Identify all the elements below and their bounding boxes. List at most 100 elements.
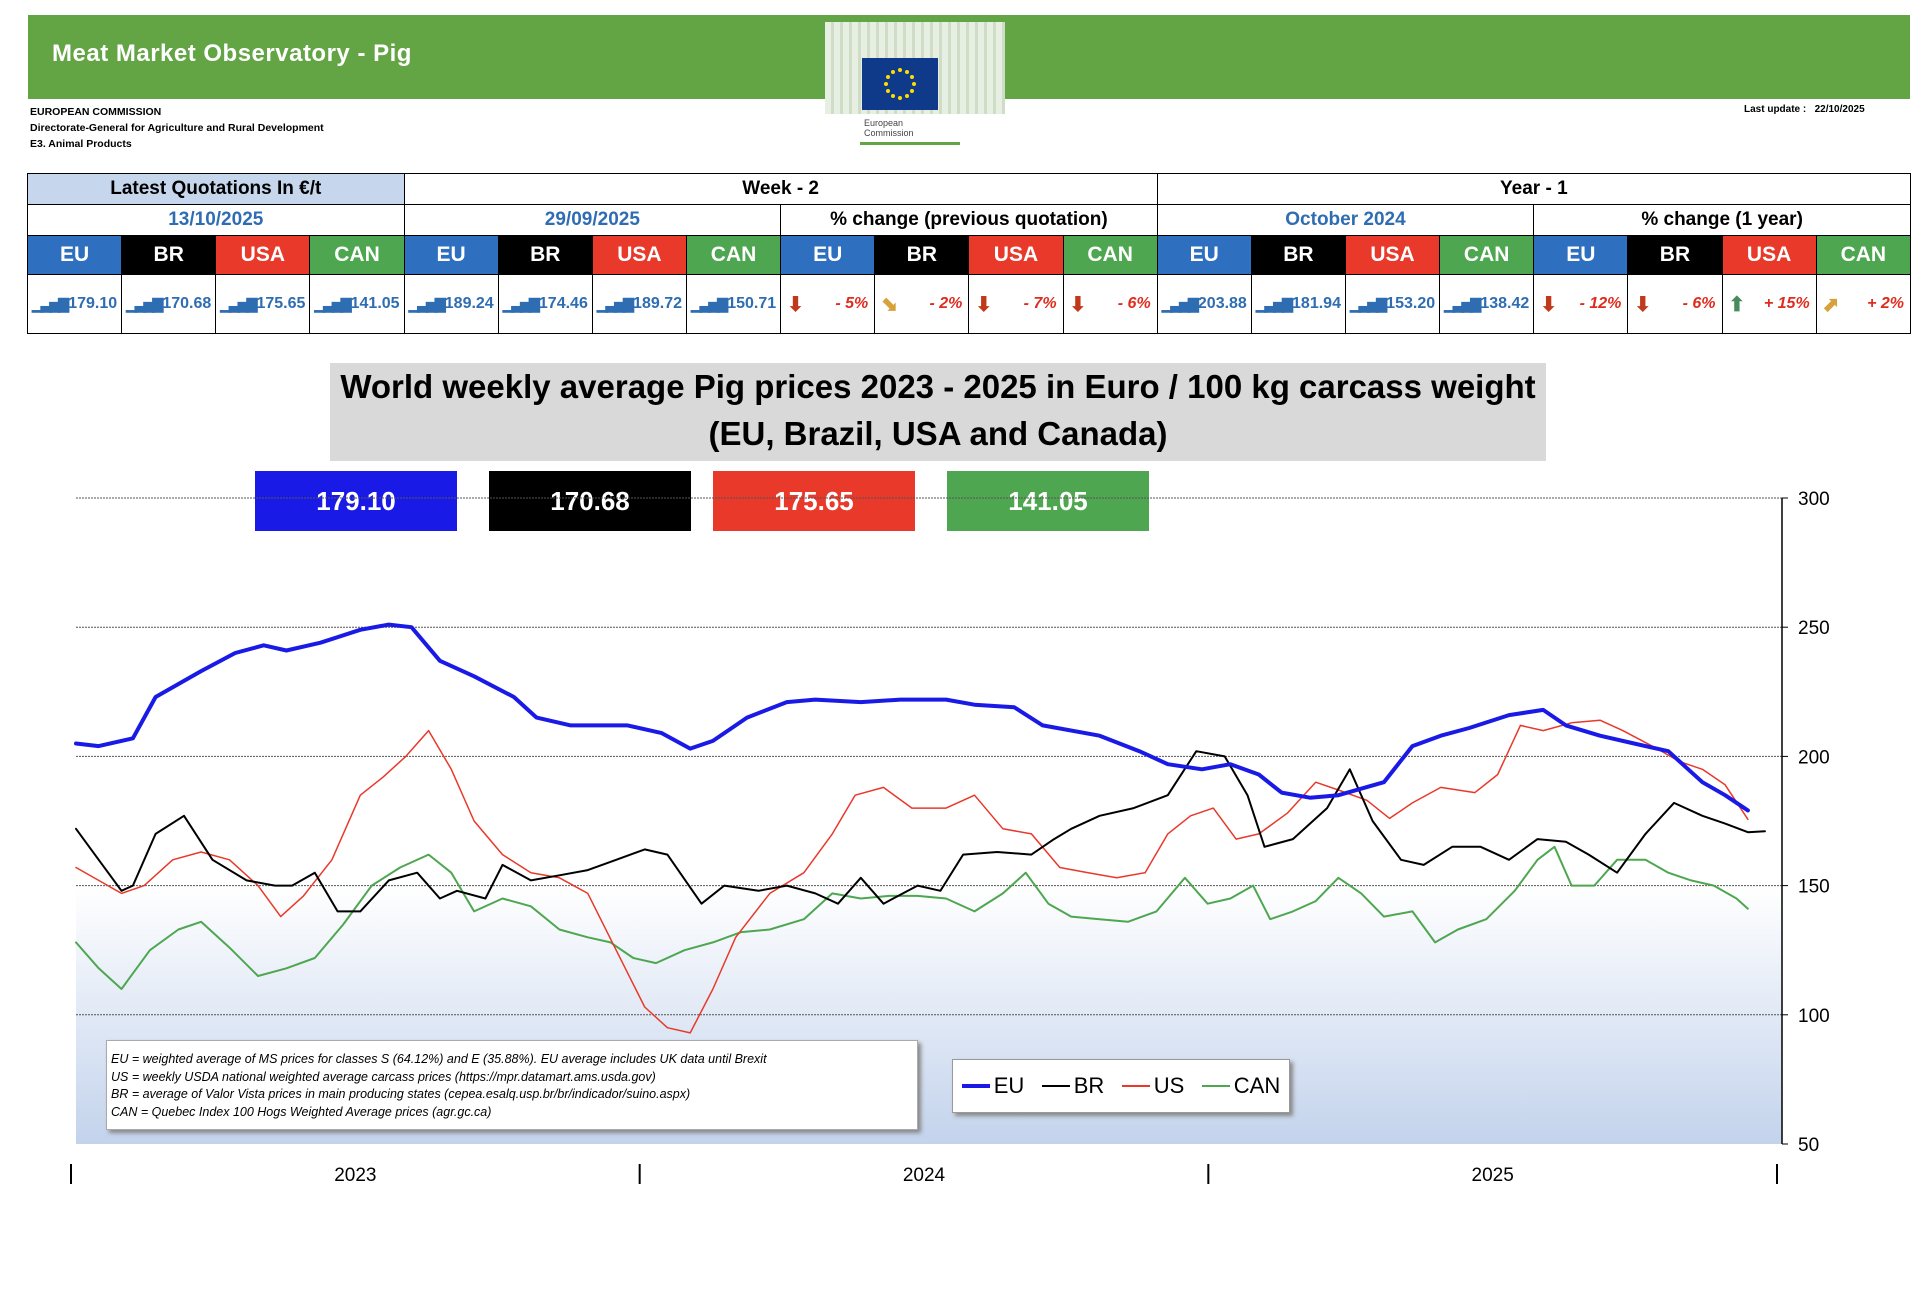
week-change-can: ⬇ - 6% <box>1062 274 1158 334</box>
arrow-down-icon: ⬇ <box>1069 293 1087 316</box>
arrow-down-icon: ⬇ <box>975 293 993 316</box>
eu-latest-value-box: 179.10 <box>255 471 457 531</box>
x-tick-label: 2024 <box>903 1165 946 1186</box>
price-value: 179.10 <box>68 295 118 312</box>
week-price-br: ▁▃▅▇ 174.46 <box>497 274 593 334</box>
logo-text-line: Commission <box>864 128 914 138</box>
signal-bars-icon: ▁▃▅▇ <box>314 295 351 312</box>
year-date: October 2024 <box>1156 204 1535 236</box>
y-tick-label: 100 <box>1798 1006 1830 1027</box>
year-price-eu: ▁▃▅▇ 203.88 <box>1156 274 1252 334</box>
signal-bars-icon: ▁▃▅▇ <box>502 295 540 312</box>
y-tick-label: 300 <box>1798 489 1830 510</box>
european-commission-logo: European Commission <box>820 14 1010 145</box>
signal-bars-icon: ▁▃▅▇ <box>32 295 69 312</box>
percent-change: - 7% <box>1023 295 1057 312</box>
percent-change: - 12% <box>1579 295 1622 312</box>
year-change-header: % change (1 year) <box>1533 204 1911 236</box>
week-price-can: ▁▃▅▇ 150.71 <box>685 274 782 334</box>
arrow-up-icon: ⬆ <box>1728 293 1746 316</box>
last-update-date: 22/10/2025 <box>1814 104 1865 115</box>
price-value: 138.42 <box>1480 295 1530 312</box>
br-latest-value-box: 170.68 <box>489 471 691 531</box>
signal-bars-icon: ▁▃▅▇ <box>408 295 446 312</box>
price-value: 203.88 <box>1197 295 1247 312</box>
price-value: 175.65 <box>256 295 306 312</box>
price-value: 150.71 <box>727 295 777 312</box>
legend-label: BR <box>1073 1073 1105 1098</box>
chart-subtitle-line: (EU, Brazil, USA and Canada) <box>708 415 1168 452</box>
country-header-can: CAN <box>1815 235 1912 275</box>
percent-change: - 2% <box>929 295 963 312</box>
usa-latest-value-box: 175.65 <box>713 471 915 531</box>
week-date: 29/09/2025 <box>403 204 782 236</box>
country-header-br: BR <box>121 235 217 275</box>
org-line: E3. Animal Products <box>30 138 132 150</box>
country-header-eu: EU <box>780 235 876 275</box>
country-header-eu: EU <box>1156 235 1252 275</box>
legend-item-eu: EU <box>961 1073 1025 1099</box>
page-title: Meat Market Observatory - Pig <box>52 40 412 67</box>
note-eu: EU = weighted average of MS prices for c… <box>111 1052 767 1066</box>
logo-text: European Commission <box>864 118 914 138</box>
price-value: 189.24 <box>444 295 494 312</box>
country-header-br: BR <box>1627 235 1723 275</box>
chart-legend: EU BR US CAN <box>952 1059 1290 1113</box>
logo-underline <box>860 142 960 145</box>
percent-change: - 5% <box>835 295 869 312</box>
eu-flag-icon <box>862 58 938 110</box>
percent-change: + 15% <box>1763 295 1810 312</box>
arrow-up-right-icon: ⬈ <box>1822 293 1840 316</box>
legend-item-br: BR <box>1041 1073 1105 1099</box>
y-tick-label: 200 <box>1798 747 1830 768</box>
last-update-label: Last update : <box>1744 104 1807 115</box>
signal-bars-icon: ▁▃▅▇ <box>1161 295 1199 312</box>
country-header-usa: USA <box>1344 235 1441 275</box>
price-value: 153.20 <box>1386 295 1436 312</box>
country-header-eu: EU <box>403 235 499 275</box>
week-change-usa: ⬇ - 7% <box>968 274 1064 334</box>
series-line-eu <box>74 622 1750 813</box>
price-value: 174.46 <box>538 295 588 312</box>
week-change-br: ⬊ - 2% <box>874 274 970 334</box>
value-row: ▁▃▅▇ 179.10 ▁▃▅▇ 170.68 ▁▃▅▇ 175.65 ▁▃▅▇ 141.05… <box>26 274 1912 334</box>
arrow-down-icon: ⬇ <box>1540 293 1558 316</box>
last-update: Last update : 22/10/2025 <box>1744 104 1865 115</box>
country-header-eu: EU <box>1533 235 1629 275</box>
year-change-br: ⬇ - 6% <box>1627 274 1723 334</box>
note-br: BR = average of Valor Vista prices in ma… <box>111 1087 691 1101</box>
y-tick-label: 250 <box>1798 618 1830 639</box>
latest-price-eu: ▁▃▅▇ 179.10 <box>26 274 123 334</box>
logo-text-line: European <box>864 118 904 128</box>
org-line: Directorate-General for Agriculture and … <box>30 122 324 134</box>
year-price-can: ▁▃▅▇ 138.42 <box>1439 274 1535 334</box>
price-value: 189.72 <box>633 295 682 312</box>
chart-title: World weekly average Pig prices 2023 - 2… <box>330 363 1546 461</box>
org-line: EUROPEAN COMMISSION <box>30 106 162 118</box>
percent-change: + 2% <box>1867 295 1904 312</box>
price-value: 141.05 <box>350 295 400 312</box>
week-price-eu: ▁▃▅▇ 189.24 <box>403 274 499 334</box>
price-value: 181.94 <box>1292 295 1341 312</box>
latest-price-usa: ▁▃▅▇ 175.65 <box>215 274 311 334</box>
organisation-info: EUROPEAN COMMISSION Directorate-General … <box>30 104 324 152</box>
signal-bars-icon: ▁▃▅▇ <box>220 295 257 312</box>
country-header-usa: USA <box>215 235 311 275</box>
legend-label: EU <box>993 1073 1025 1098</box>
country-header-can: CAN <box>309 235 405 275</box>
signal-bars-icon: ▁▃▅▇ <box>1349 295 1387 312</box>
week-price-usa: ▁▃▅▇ 189.72 <box>591 274 687 334</box>
year-change-usa: ⬆ + 15% <box>1721 274 1817 334</box>
signal-bars-icon: ▁▃▅▇ <box>1255 295 1293 312</box>
quotations-table: Latest Quotations In €/t Week - 2 Year -… <box>26 173 1912 334</box>
year-header: Year - 1 <box>1156 173 1912 205</box>
country-header-eu: EU <box>26 235 123 275</box>
country-header-can: CAN <box>1439 235 1535 275</box>
year-price-usa: ▁▃▅▇ 153.20 <box>1344 274 1441 334</box>
percent-change: - 6% <box>1117 295 1151 312</box>
x-tick-label: 2025 <box>1472 1165 1514 1186</box>
chart-title-line: World weekly average Pig prices 2023 - 2… <box>340 368 1536 405</box>
series-line-us <box>75 719 1749 1034</box>
x-tick-label: 2023 <box>334 1165 376 1186</box>
legend-item-can: CAN <box>1201 1073 1280 1099</box>
